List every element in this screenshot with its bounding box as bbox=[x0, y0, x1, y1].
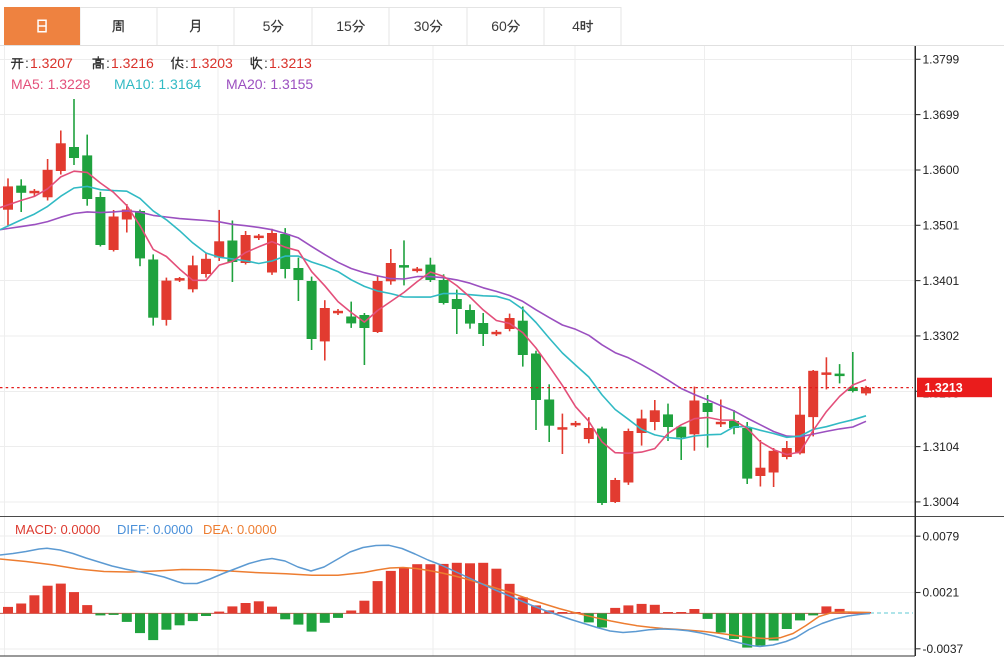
svg-text::: : bbox=[264, 55, 268, 71]
svg-text:1.3207: 1.3207 bbox=[30, 55, 73, 71]
svg-text:1.3799: 1.3799 bbox=[923, 53, 960, 67]
svg-text:MA10: 1.3164: MA10: 1.3164 bbox=[114, 76, 201, 92]
svg-text:1.3699: 1.3699 bbox=[923, 108, 960, 122]
svg-text:DEA: 0.0000: DEA: 0.0000 bbox=[203, 522, 277, 537]
svg-text:15: 15 bbox=[336, 18, 352, 34]
svg-text:1.3302: 1.3302 bbox=[923, 329, 960, 343]
svg-text:1.3401: 1.3401 bbox=[923, 274, 960, 288]
svg-text:0.0079: 0.0079 bbox=[923, 529, 960, 543]
svg-text:1.3213: 1.3213 bbox=[925, 381, 963, 395]
svg-text:60: 60 bbox=[491, 18, 507, 34]
svg-text::: : bbox=[185, 55, 189, 71]
svg-text::: : bbox=[106, 55, 110, 71]
svg-text:1.3216: 1.3216 bbox=[111, 55, 154, 71]
svg-text:30: 30 bbox=[414, 18, 430, 34]
svg-text:1.3213: 1.3213 bbox=[269, 55, 312, 71]
svg-text:1.3501: 1.3501 bbox=[923, 219, 960, 233]
svg-text:MA20: 1.3155: MA20: 1.3155 bbox=[226, 76, 313, 92]
svg-text:1.3004: 1.3004 bbox=[923, 495, 960, 509]
svg-text:DIFF: 0.0000: DIFF: 0.0000 bbox=[117, 522, 193, 537]
svg-text:MACD: 0.0000: MACD: 0.0000 bbox=[15, 522, 100, 537]
svg-text:1.3203: 1.3203 bbox=[190, 55, 233, 71]
svg-text:0.0021: 0.0021 bbox=[923, 586, 960, 600]
svg-text:5: 5 bbox=[263, 18, 271, 34]
svg-text:4: 4 bbox=[572, 18, 580, 34]
svg-text:MA5: 1.3228: MA5: 1.3228 bbox=[11, 76, 91, 92]
svg-text::: : bbox=[25, 55, 29, 71]
svg-text:-0.0037: -0.0037 bbox=[923, 642, 964, 656]
svg-text:1.3600: 1.3600 bbox=[923, 163, 960, 177]
svg-text:1.3104: 1.3104 bbox=[923, 440, 960, 454]
